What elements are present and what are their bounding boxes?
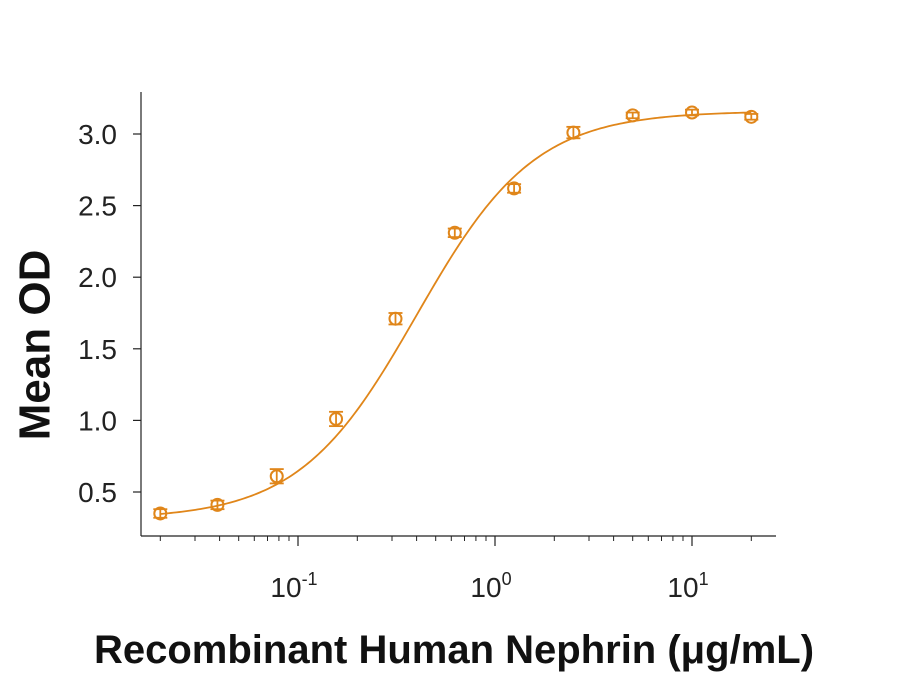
data-marker (507, 181, 522, 196)
data-point (210, 497, 225, 512)
data-point (566, 125, 581, 140)
data-points-layer (153, 105, 759, 521)
y-tick-label: 2.5 (78, 191, 117, 222)
data-point (744, 109, 759, 124)
y-tick-label: 3.0 (78, 119, 117, 150)
data-point (269, 468, 284, 485)
x-tick-label: 100 (470, 569, 511, 603)
data-marker (210, 497, 225, 512)
data-point (625, 108, 640, 123)
data-marker (566, 125, 581, 140)
fit-curve-layer (160, 111, 752, 515)
x-axis-ticks: 10-1 100 101 (159, 536, 752, 603)
data-marker (447, 225, 462, 240)
data-marker (685, 105, 699, 120)
data-point (507, 181, 522, 196)
data-point (153, 506, 168, 521)
data-marker (329, 411, 344, 426)
x-axis-title: Recombinant Human Nephrin (μg/mL) (93, 628, 815, 672)
data-point (388, 311, 403, 326)
y-tick-label: 1.0 (78, 405, 117, 436)
y-tick-label: 0.5 (78, 477, 117, 508)
fit-curve (160, 111, 752, 515)
x-tick-label: 101 (667, 569, 708, 603)
data-point (685, 105, 699, 120)
y-tick-label: 1.5 (78, 334, 117, 365)
axes: 0.5 1.0 1.5 2.0 2.5 3.0 10-1 100 101 (78, 92, 776, 603)
data-marker (625, 108, 640, 123)
data-point (447, 225, 462, 240)
data-marker (744, 109, 759, 124)
data-marker (153, 506, 168, 521)
x-tick-label: 10-1 (270, 569, 317, 603)
data-point (329, 410, 344, 428)
y-tick-label: 2.0 (78, 262, 117, 293)
y-axis-ticks: 0.5 1.0 1.5 2.0 2.5 3.0 (78, 119, 141, 508)
data-marker (269, 469, 284, 484)
data-marker (388, 311, 403, 326)
